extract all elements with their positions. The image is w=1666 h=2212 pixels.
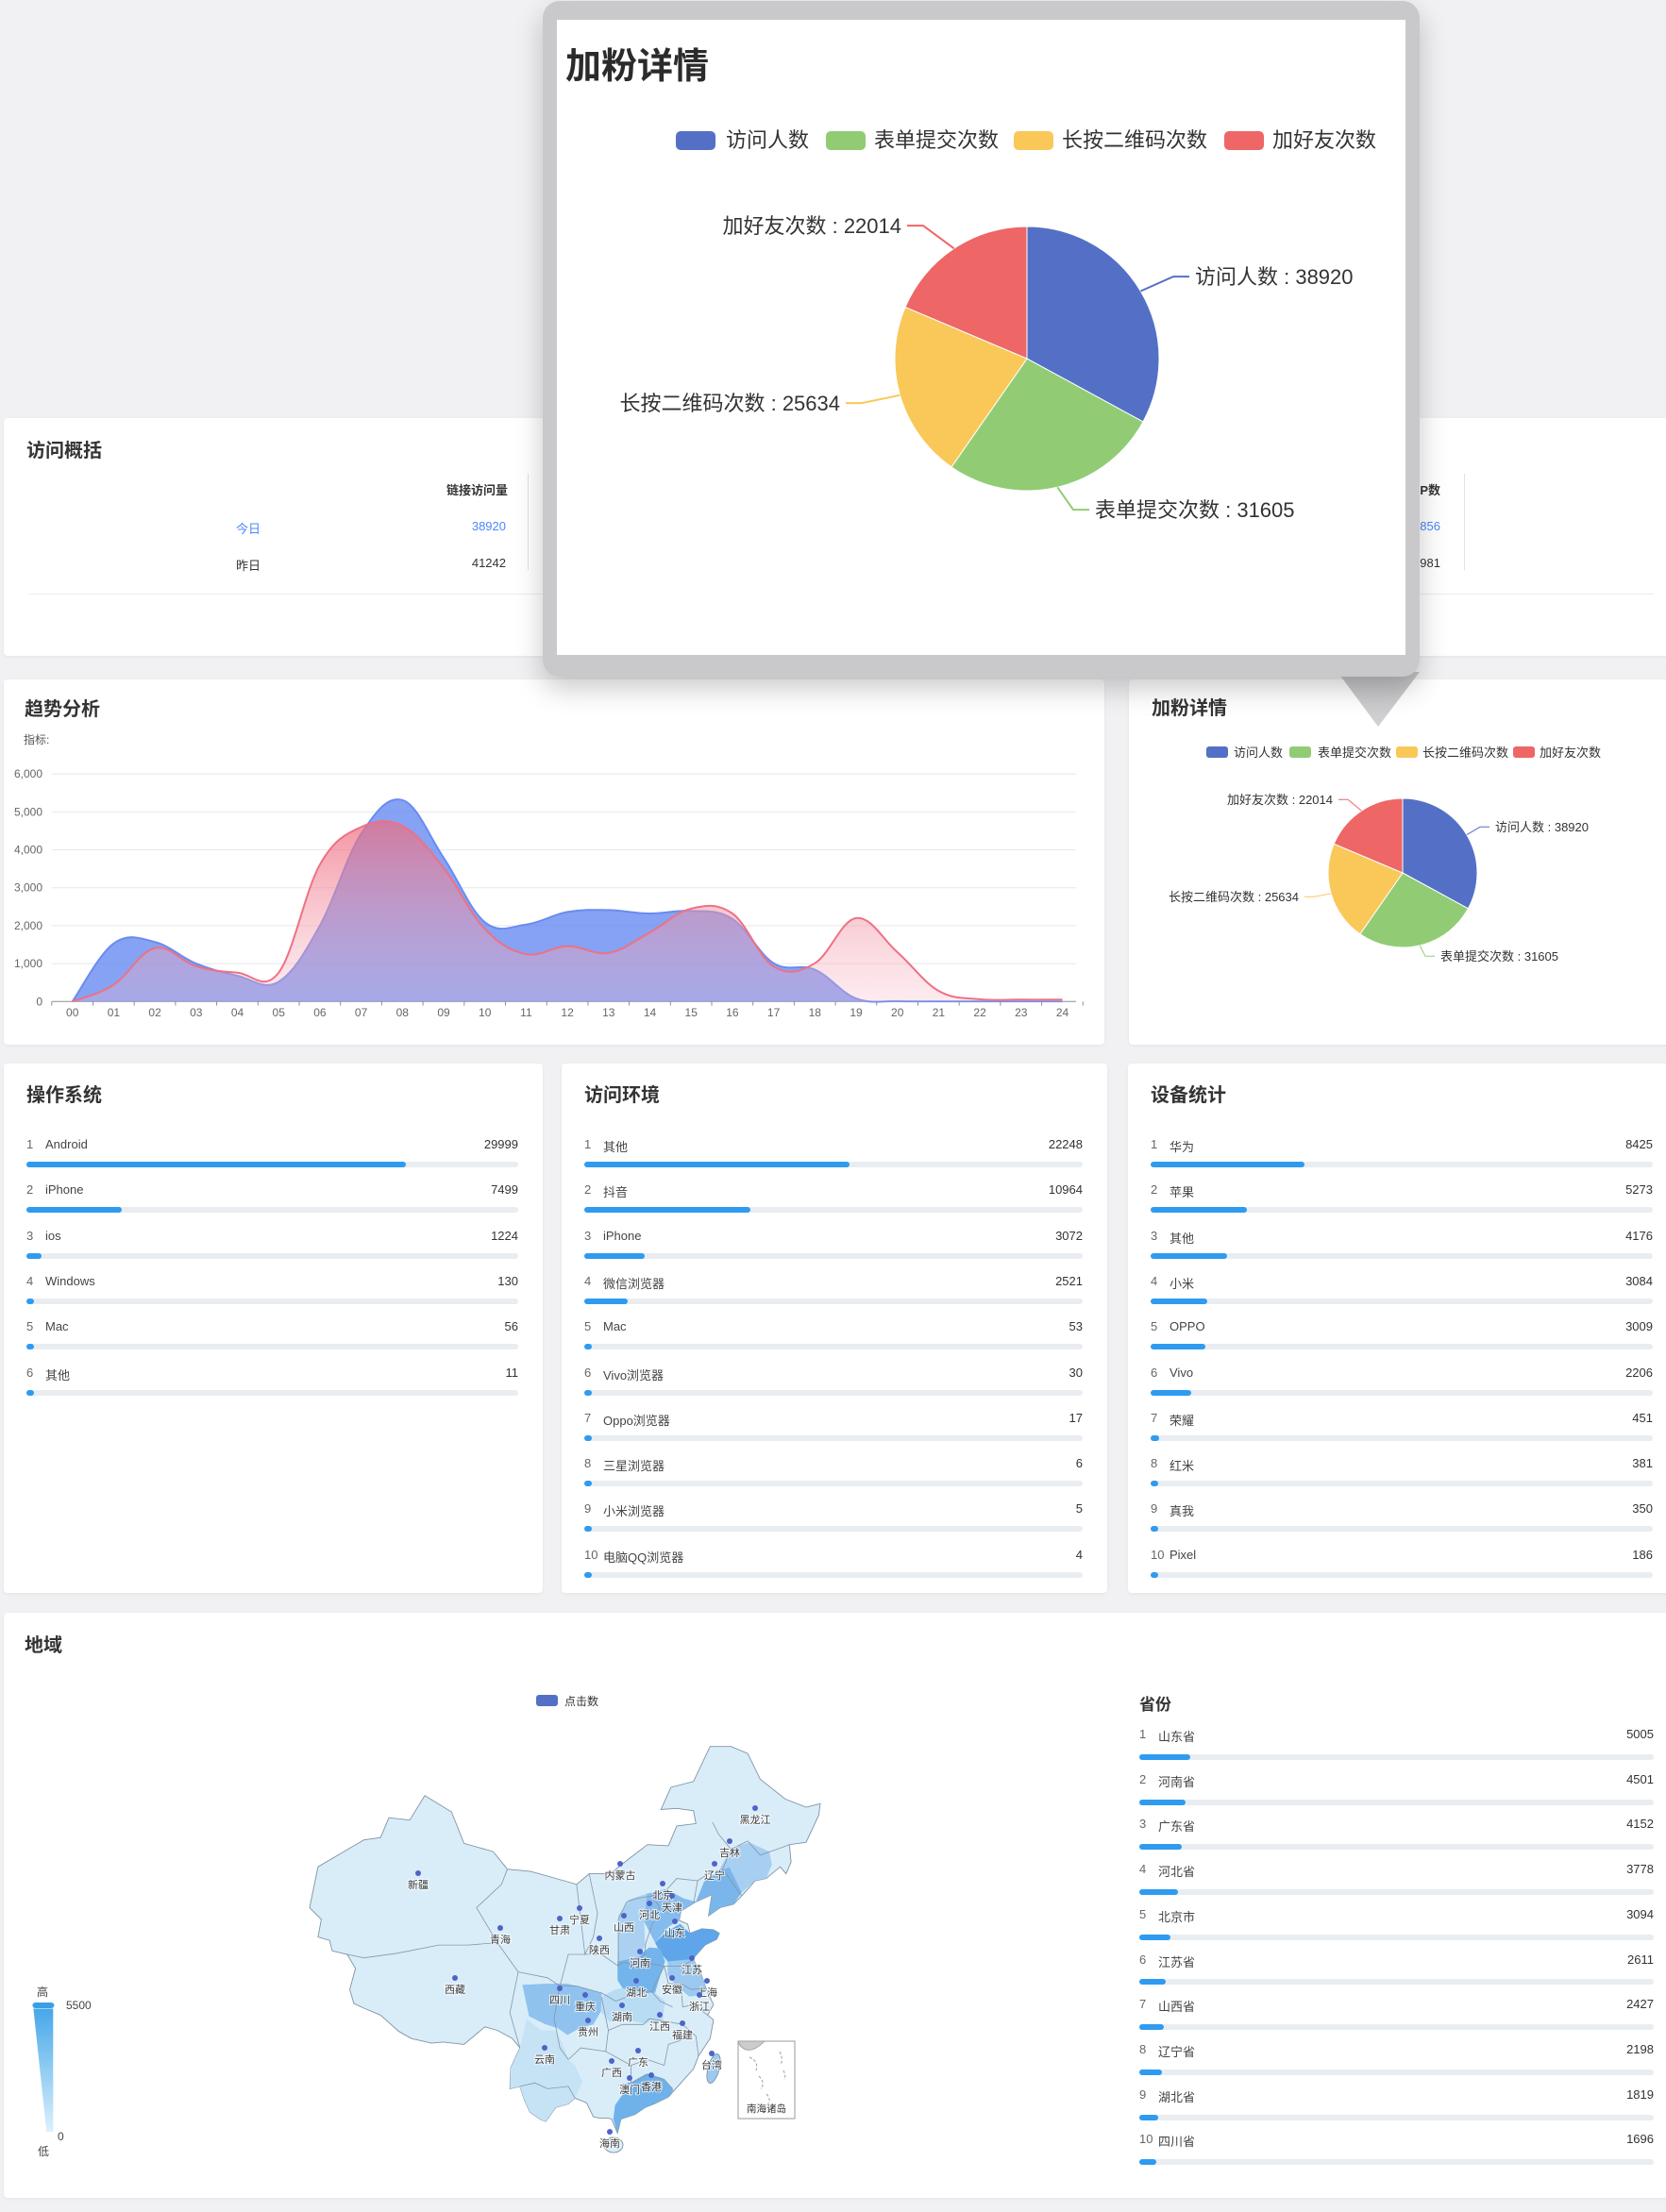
svg-text:湖南: 湖南 (612, 2011, 632, 2023)
svg-text:山东: 山东 (665, 1927, 685, 1939)
svg-text:4,000: 4,000 (14, 844, 42, 857)
svg-text:福建: 福建 (672, 2028, 693, 2041)
svg-text:2,000: 2,000 (14, 919, 42, 932)
svg-text:海南: 海南 (599, 2137, 620, 2150)
svg-text:广东: 广东 (628, 2056, 648, 2069)
svg-text:表单提交次数 : 31605: 表单提交次数 : 31605 (1095, 498, 1295, 522)
svg-text:07: 07 (355, 1006, 368, 1019)
svg-text:访问人数 : 38920: 访问人数 : 38920 (1195, 265, 1354, 289)
svg-text:24: 24 (1056, 1006, 1069, 1019)
svg-text:15: 15 (685, 1006, 698, 1019)
svg-text:0: 0 (36, 995, 42, 1008)
svg-text:河北: 河北 (639, 1909, 660, 1921)
svg-text:长按二维码次数 : 25634: 长按二维码次数 : 25634 (619, 392, 840, 415)
svg-text:1,000: 1,000 (14, 957, 42, 970)
svg-text:吉林: 吉林 (719, 1846, 740, 1859)
svg-text:05: 05 (273, 1006, 286, 1019)
svg-text:澳门: 澳门 (619, 2083, 640, 2096)
svg-text:湖北: 湖北 (626, 1986, 647, 1999)
svg-text:16: 16 (726, 1006, 739, 1019)
svg-text:贵州: 贵州 (578, 2026, 598, 2038)
svg-text:6,000: 6,000 (14, 767, 42, 780)
svg-text:甘肃: 甘肃 (549, 1924, 570, 1936)
svg-text:宁夏: 宁夏 (569, 1913, 590, 1926)
svg-text:21: 21 (933, 1006, 946, 1019)
svg-text:加好友次数 : 22014: 加好友次数 : 22014 (722, 214, 901, 238)
svg-text:00: 00 (66, 1006, 79, 1019)
svg-text:黑龙江: 黑龙江 (740, 1814, 771, 1826)
svg-text:20: 20 (891, 1006, 904, 1019)
svg-text:天津: 天津 (662, 1902, 682, 1914)
svg-text:13: 13 (602, 1006, 615, 1019)
svg-text:四川: 四川 (549, 1995, 570, 2006)
svg-text:表单提交次数 : 31605: 表单提交次数 : 31605 (1440, 949, 1558, 964)
svg-text:广西: 广西 (601, 2067, 622, 2079)
svg-text:新疆: 新疆 (408, 1878, 429, 1891)
svg-text:3,000: 3,000 (14, 881, 42, 895)
svg-text:06: 06 (313, 1006, 327, 1019)
svg-text:内蒙古: 内蒙古 (605, 1868, 636, 1882)
svg-text:云南: 云南 (534, 2053, 555, 2066)
svg-text:03: 03 (190, 1006, 203, 1019)
svg-text:5,000: 5,000 (14, 805, 42, 818)
svg-text:安徽: 安徽 (662, 1983, 682, 1996)
svg-text:重庆: 重庆 (575, 2000, 596, 2013)
svg-text:南海诸岛: 南海诸岛 (747, 2103, 786, 2115)
svg-text:02: 02 (148, 1006, 161, 1019)
svg-text:23: 23 (1015, 1006, 1028, 1019)
svg-text:11: 11 (520, 1006, 532, 1019)
svg-text:10: 10 (479, 1006, 492, 1019)
svg-text:江西: 江西 (649, 2020, 670, 2033)
svg-text:19: 19 (850, 1006, 863, 1019)
svg-text:山西: 山西 (614, 1921, 634, 1934)
svg-text:17: 17 (767, 1006, 781, 1019)
svg-text:01: 01 (108, 1006, 121, 1019)
svg-text:江苏: 江苏 (682, 1964, 702, 1976)
svg-text:长按二维码次数 : 25634: 长按二维码次数 : 25634 (1169, 890, 1299, 904)
svg-text:09: 09 (437, 1006, 450, 1019)
svg-text:台湾: 台湾 (701, 2058, 722, 2071)
svg-text:08: 08 (396, 1006, 410, 1019)
svg-text:辽宁: 辽宁 (704, 1868, 725, 1882)
svg-text:加好友次数 : 22014: 加好友次数 : 22014 (1227, 793, 1333, 807)
svg-text:18: 18 (809, 1006, 822, 1019)
svg-text:浙江: 浙江 (689, 2001, 710, 2013)
svg-text:河南: 河南 (630, 1957, 650, 1969)
svg-text:22: 22 (973, 1006, 986, 1019)
svg-text:西藏: 西藏 (445, 1984, 465, 1996)
svg-text:04: 04 (231, 1006, 244, 1019)
svg-text:12: 12 (561, 1006, 574, 1019)
svg-text:北京: 北京 (652, 1888, 673, 1902)
svg-text:香港: 香港 (641, 2081, 662, 2093)
svg-text:陕西: 陕西 (589, 1943, 610, 1956)
svg-text:访问人数 : 38920: 访问人数 : 38920 (1495, 820, 1589, 834)
svg-text:14: 14 (644, 1006, 657, 1019)
svg-text:青海: 青海 (490, 1933, 511, 1946)
